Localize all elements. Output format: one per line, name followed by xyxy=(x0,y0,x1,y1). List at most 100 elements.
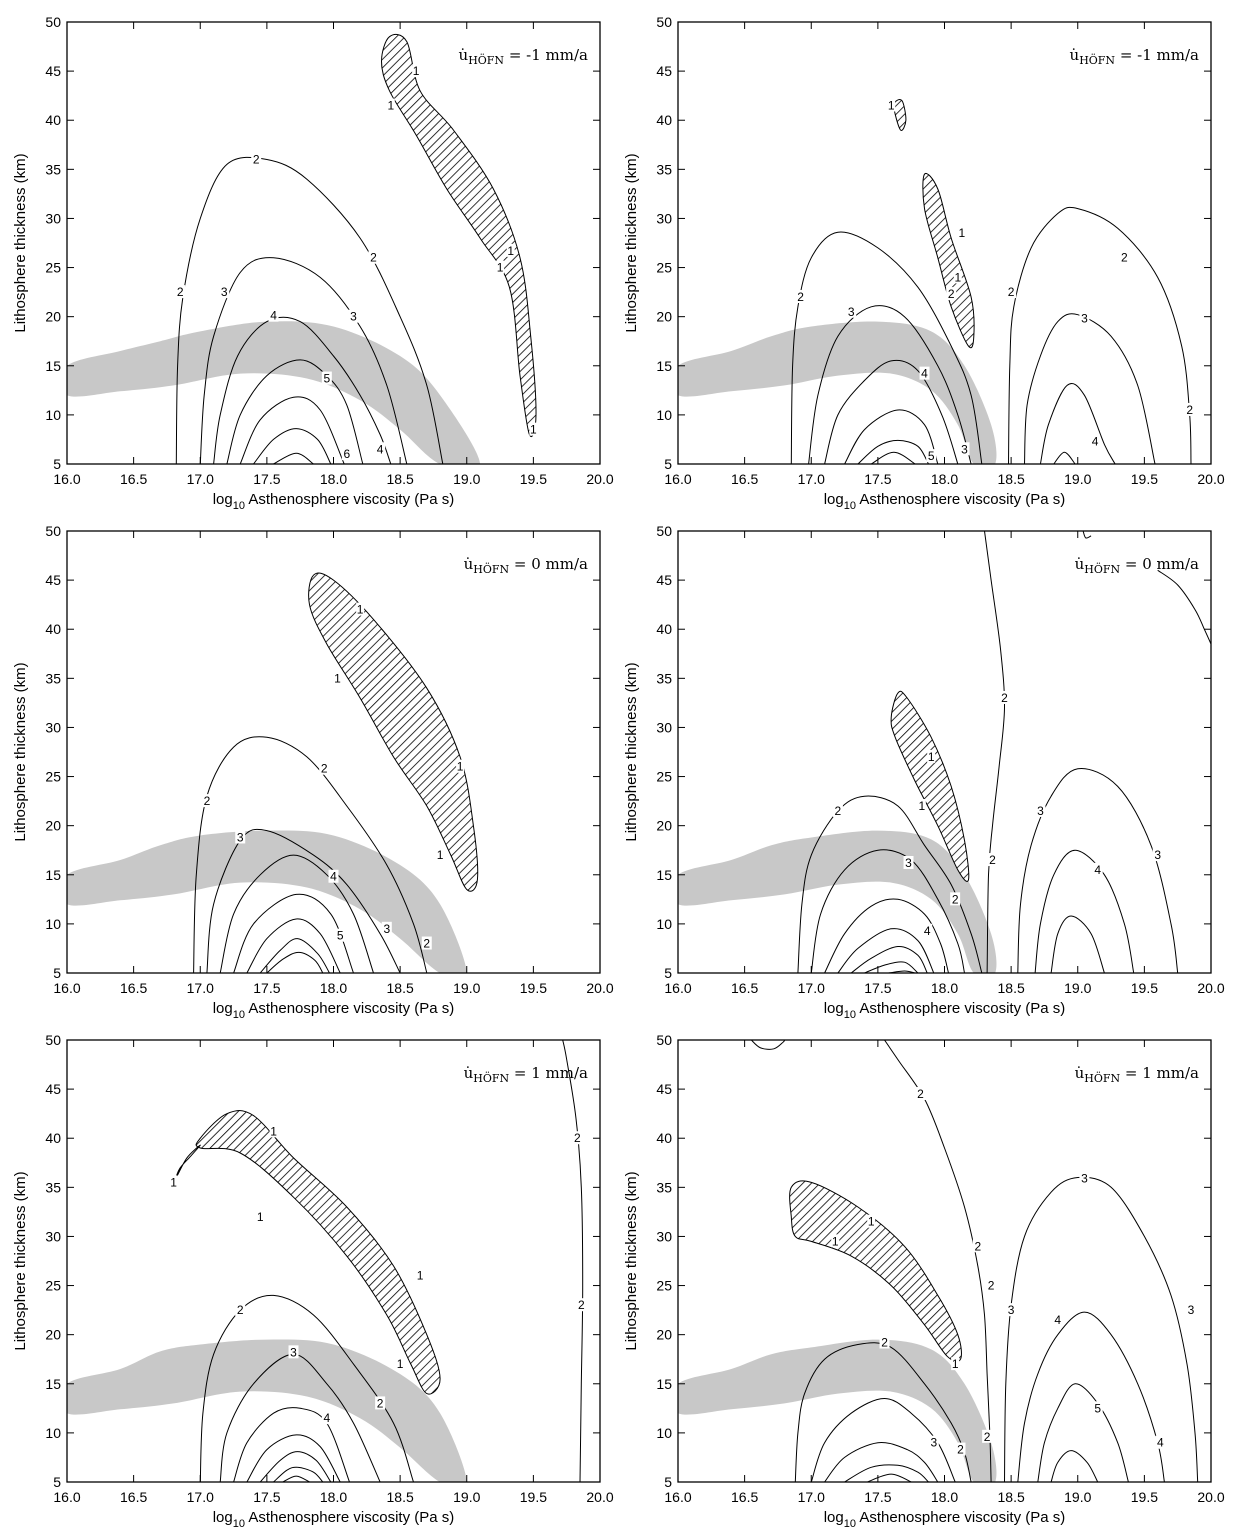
x-tick-label: 16.5 xyxy=(120,471,147,487)
contour-line xyxy=(259,1451,332,1482)
rate-annotation: u̇HÖFN = 0 mm/a xyxy=(1075,555,1199,576)
x-tick-label: 16.5 xyxy=(731,980,758,996)
contour-label-bg xyxy=(572,1131,583,1145)
hatched-region xyxy=(195,1109,441,1395)
x-tick-label: 17.0 xyxy=(798,980,825,996)
contour-label: 2 xyxy=(253,153,260,167)
rate-annotation-sub: HÖFN xyxy=(473,1071,509,1085)
contour-line-2 xyxy=(790,231,983,464)
contour-line-3 xyxy=(808,305,972,464)
contour-label: 4 xyxy=(330,870,337,884)
x-axis-title-rest: Asthenosphere viscosity (Pa s) xyxy=(856,491,1065,508)
y-tick-label: 10 xyxy=(656,407,672,423)
x-axis-title: log10 Asthenosphere viscosity (Pa s) xyxy=(213,1000,455,1021)
x-tick-label: 19.5 xyxy=(1131,980,1158,996)
contour-line xyxy=(273,1466,324,1482)
y-tick-label: 10 xyxy=(45,407,61,423)
contour-line-2 xyxy=(984,531,1006,973)
contour-label: 2 xyxy=(917,1087,924,1101)
contour-label: 1 xyxy=(170,1175,177,1189)
rate-annotation-value: = 0 mm/a xyxy=(1120,555,1199,573)
y-tick-label: 50 xyxy=(45,14,61,30)
y-tick-label: 35 xyxy=(656,670,672,686)
rate-annotation-value: = 1 mm/a xyxy=(509,1064,588,1082)
x-tick-label: 18.0 xyxy=(320,1489,347,1505)
y-axis-title: Lithosphere thickness (km) xyxy=(12,1171,29,1350)
contour-label-bg xyxy=(319,761,330,775)
contour-label-bg xyxy=(1006,285,1017,299)
contour-line-3 xyxy=(199,257,408,464)
contour-label: 3 xyxy=(1188,1303,1195,1317)
contour-label: 4 xyxy=(270,309,277,323)
x-tick-label: 18.5 xyxy=(387,471,414,487)
x-axis-title-log: log xyxy=(824,1000,844,1017)
contour-label-bg xyxy=(1090,434,1101,448)
y-tick-label: 5 xyxy=(53,965,61,981)
contour-label: 1 xyxy=(417,1269,424,1283)
hatched-region xyxy=(893,99,907,131)
contour-label: 5 xyxy=(928,449,935,463)
y-tick-label: 45 xyxy=(45,572,61,588)
y-tick-label: 50 xyxy=(656,523,672,539)
y-tick-label: 30 xyxy=(45,1228,61,1244)
x-axis-title-sub: 10 xyxy=(233,500,245,512)
x-tick-label: 19.0 xyxy=(453,471,480,487)
contour-line-2 xyxy=(1008,206,1192,464)
contour-label: 2 xyxy=(957,1443,964,1457)
x-tick-label: 20.0 xyxy=(1197,980,1224,996)
contour-line xyxy=(1050,915,1105,973)
rate-annotation-symbol: u̇ xyxy=(1070,46,1080,64)
x-tick-label: 18.5 xyxy=(998,1489,1025,1505)
y-tick-label: 45 xyxy=(45,1081,61,1097)
contour-label: 1 xyxy=(270,1124,277,1138)
x-tick-label: 18.0 xyxy=(931,980,958,996)
contour-label-bg xyxy=(375,1396,386,1410)
rate-annotation-value: = 0 mm/a xyxy=(509,555,588,573)
y-tick-label: 45 xyxy=(656,1081,672,1097)
contour-label-bg xyxy=(496,260,505,274)
contour-label: 1 xyxy=(868,1215,875,1229)
contour-line-2 xyxy=(562,1040,584,1482)
rate-annotation-symbol: u̇ xyxy=(464,1064,474,1082)
grey-band xyxy=(67,1339,467,1482)
y-axis-title: Lithosphere thickness (km) xyxy=(623,1171,640,1350)
x-tick-label: 16.5 xyxy=(120,1489,147,1505)
x-tick-label: 19.5 xyxy=(1131,1489,1158,1505)
x-tick-label: 16.0 xyxy=(664,980,691,996)
x-tick-label: 19.0 xyxy=(453,980,480,996)
contour-label-bg xyxy=(1092,862,1103,876)
contour-label-bg xyxy=(1155,1435,1166,1449)
contour-line xyxy=(844,1464,929,1482)
contour-label: 4 xyxy=(1054,1313,1061,1327)
contour-label: 4 xyxy=(1092,434,1099,448)
contour-line-5 xyxy=(844,409,939,464)
rate-annotation-symbol: u̇ xyxy=(1075,1064,1085,1082)
contour-line xyxy=(273,452,314,464)
hatched-region xyxy=(789,1180,962,1362)
contour-line-2 xyxy=(884,1040,992,1482)
x-tick-label: 16.5 xyxy=(731,1489,758,1505)
contour-label-bg xyxy=(946,287,957,301)
y-tick-label: 40 xyxy=(656,621,672,637)
contour-line xyxy=(253,428,332,464)
contour-line xyxy=(259,938,330,973)
contour-label: 1 xyxy=(387,98,394,112)
contour-label: 1 xyxy=(457,760,464,774)
contour-label: 1 xyxy=(928,750,935,764)
contour-label: 4 xyxy=(323,1411,330,1425)
contour-label-bg xyxy=(957,226,966,240)
x-tick-label: 18.5 xyxy=(998,980,1025,996)
contour-label-bg xyxy=(831,1234,840,1248)
rate-annotation: u̇HÖFN = 1 mm/a xyxy=(1075,1064,1199,1085)
contour-label-bg xyxy=(348,309,359,323)
y-tick-label: 45 xyxy=(656,572,672,588)
contour-label: 1 xyxy=(413,64,420,78)
contour-label: 2 xyxy=(377,1396,384,1410)
contour-line-4 xyxy=(824,359,959,464)
y-tick-label: 10 xyxy=(45,1425,61,1441)
x-axis-title: log10 Asthenosphere viscosity (Pa s) xyxy=(213,491,455,512)
contour-label: 2 xyxy=(1121,251,1128,265)
contour-label: 1 xyxy=(888,98,895,112)
y-tick-label: 40 xyxy=(45,112,61,128)
